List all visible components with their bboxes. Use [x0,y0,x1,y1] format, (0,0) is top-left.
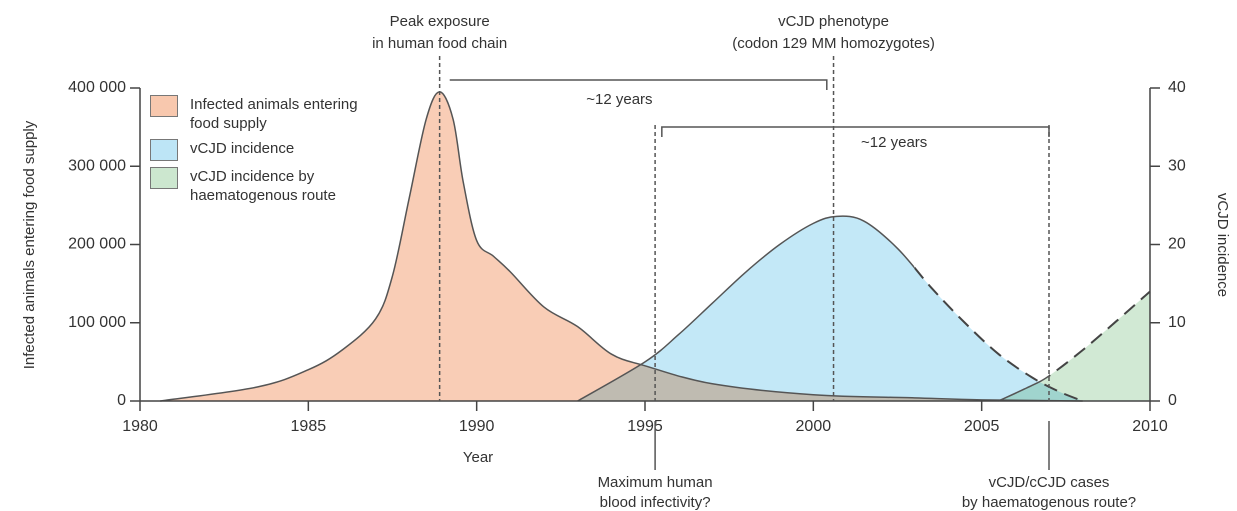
x-tick-label: 1995 [627,418,663,435]
y-tick-label: 200 000 [68,236,126,253]
annotation-text: blood infectivity? [600,494,711,511]
annotation-text: vCJD phenotype [778,13,889,30]
legend-item: vCJD incidence [150,139,370,161]
area [998,291,1150,401]
annotation-text: by haematogenous route? [962,494,1136,511]
legend-swatch [150,95,178,117]
y2-tick-label: 0 [1168,392,1177,409]
y2-tick-label: 30 [1168,157,1186,174]
outline [998,375,1049,402]
x-tick-label: 1990 [459,418,495,435]
y2-tick-label: 40 [1168,79,1186,96]
bracket-label: ~12 years [586,91,652,108]
outline-dashed [1049,290,1151,378]
legend-swatch [150,139,178,161]
y-tick-label: 100 000 [68,314,126,331]
legend-label: vCJD incidence by haematogenous route [190,168,336,204]
outline-dashed [914,265,1084,402]
x-tick-label: 1985 [291,418,327,435]
x-tick-label: 2010 [1132,418,1168,435]
bracket-label: ~12 years [861,134,927,151]
outline [160,91,1083,402]
annotation-text: in human food chain [372,35,507,52]
legend-label: vCJD incidence [190,140,295,157]
bracket [449,79,828,90]
x-axis-label: Year [463,449,493,466]
areas [160,91,1150,401]
legend-swatch [150,167,178,189]
annotation-text: Maximum human [598,474,713,491]
area [160,91,1083,401]
y-axis-label: Infected animals entering food supply [21,120,38,369]
annotation-text: Peak exposure [390,13,490,30]
legend-item: Infected animals entering food supply [150,95,370,133]
annotation-text: (codon 129 MM homozygotes) [732,35,935,52]
y-tick-label: 300 000 [68,157,126,174]
y-tick-label: 400 000 [68,79,126,96]
legend-label: Infected animals entering food supply [190,96,358,132]
x-tick-label: 2005 [964,418,1000,435]
annotation-text: vCJD/cCJD cases [989,474,1110,491]
outline [577,215,915,402]
y2-tick-label: 10 [1168,314,1186,331]
y2-tick-label: 20 [1168,236,1186,253]
y2-axis-label: vCJD incidence [1214,193,1231,297]
x-tick-label: 2000 [796,418,832,435]
area [577,216,1083,401]
legend: Infected animals entering food supply vCJ… [150,95,370,211]
bracket [661,126,1050,137]
x-tick-label: 1980 [122,418,158,435]
y-tick-label: 0 [117,392,126,409]
legend-item: vCJD incidence by haematogenous route [150,167,370,205]
